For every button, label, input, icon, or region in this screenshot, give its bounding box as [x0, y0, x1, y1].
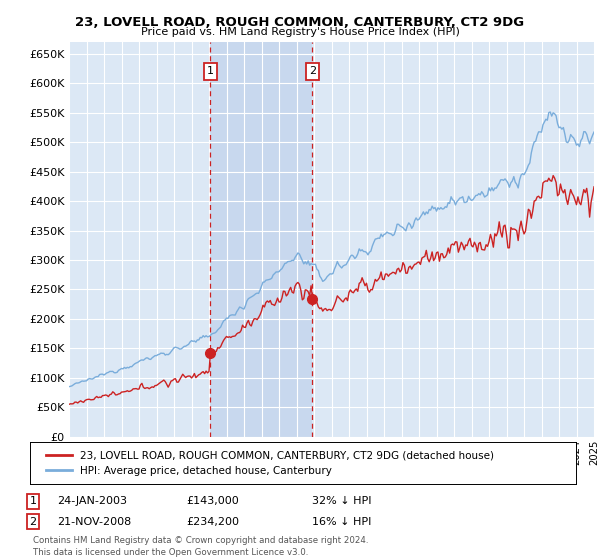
Text: 1: 1 — [29, 496, 37, 506]
Text: 2: 2 — [308, 67, 316, 77]
Text: 2: 2 — [29, 517, 37, 527]
Text: 1: 1 — [207, 67, 214, 77]
Text: £234,200: £234,200 — [186, 517, 239, 527]
Text: £143,000: £143,000 — [186, 496, 239, 506]
Text: 16% ↓ HPI: 16% ↓ HPI — [312, 517, 371, 527]
Text: 32% ↓ HPI: 32% ↓ HPI — [312, 496, 371, 506]
Text: Price paid vs. HM Land Registry's House Price Index (HPI): Price paid vs. HM Land Registry's House … — [140, 27, 460, 37]
Bar — [210, 42, 312, 437]
Text: 21-NOV-2008: 21-NOV-2008 — [57, 517, 131, 527]
Text: 23, LOVELL ROAD, ROUGH COMMON, CANTERBURY, CT2 9DG: 23, LOVELL ROAD, ROUGH COMMON, CANTERBUR… — [76, 16, 524, 29]
Text: 24-JAN-2003: 24-JAN-2003 — [57, 496, 127, 506]
Text: Contains HM Land Registry data © Crown copyright and database right 2024.
This d: Contains HM Land Registry data © Crown c… — [33, 536, 368, 557]
Legend: 23, LOVELL ROAD, ROUGH COMMON, CANTERBURY, CT2 9DG (detached house), HPI: Averag: 23, LOVELL ROAD, ROUGH COMMON, CANTERBUR… — [41, 446, 499, 481]
